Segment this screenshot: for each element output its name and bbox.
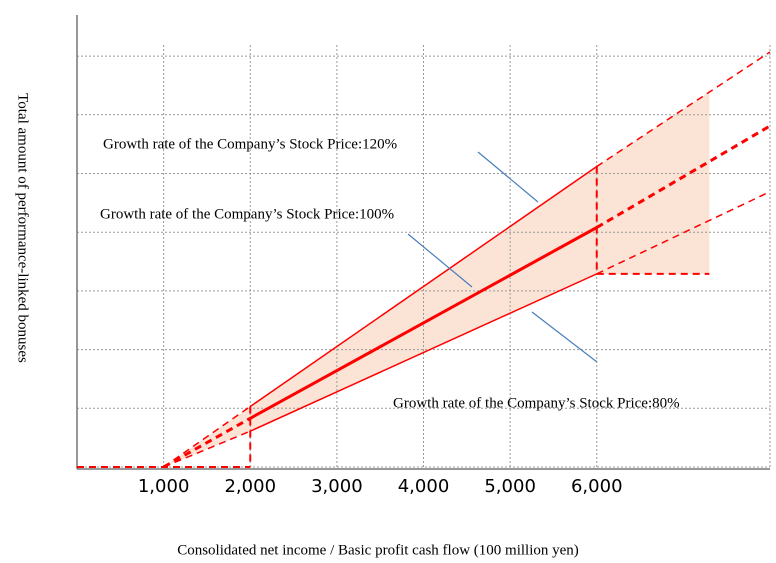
- series-line: [249, 165, 598, 408]
- series-line: [249, 226, 598, 420]
- x-axis-label: Consolidated net income / Basic profit c…: [177, 542, 579, 558]
- x-tick-label: 2,000: [224, 476, 276, 497]
- leader-line: [407, 233, 473, 288]
- series-line: [596, 51, 771, 168]
- series-line: [595, 124, 771, 229]
- x-tick-label: 6,000: [571, 476, 623, 497]
- y-axis-label: Total amount of performance-linked bonus…: [15, 93, 31, 363]
- legend-label: Growth rate of the Company’s Stock Price…: [100, 206, 394, 222]
- series-line: [163, 405, 251, 468]
- x-tick-label: 1,000: [138, 476, 190, 497]
- shaded-area: [163, 92, 710, 467]
- series-line: [162, 416, 251, 469]
- leader-line: [477, 151, 539, 203]
- x-tick-label: 5,000: [484, 476, 536, 497]
- x-tick-label: 3,000: [311, 476, 363, 497]
- x-tick-label: 4,000: [398, 476, 450, 497]
- leader-line: [531, 311, 598, 363]
- legend-label: Growth rate of the Company’s Stock Price…: [103, 136, 397, 152]
- series-line: [596, 191, 771, 275]
- legend-label: Growth rate of the Company’s Stock Price…: [393, 395, 680, 411]
- series-line: [163, 430, 251, 468]
- series-line: [249, 273, 598, 432]
